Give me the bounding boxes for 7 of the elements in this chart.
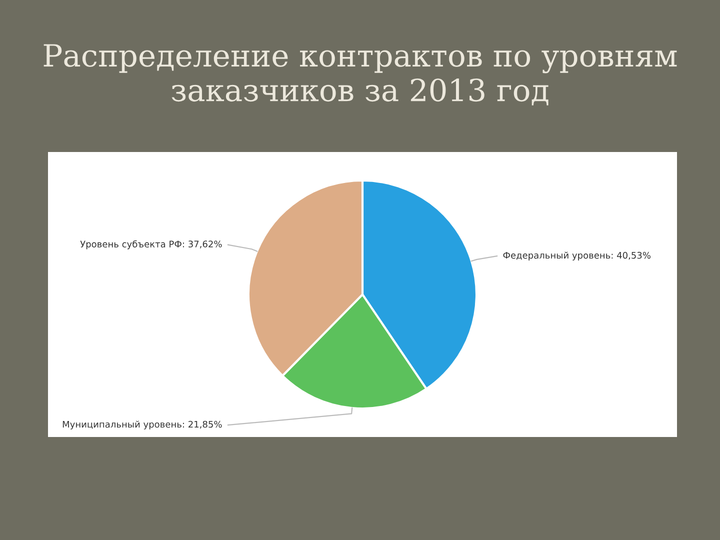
slice-label: Муниципальный уровень [62, 420, 182, 430]
data-label: : 21,85% [183, 420, 222, 429]
slice-label: Уровень субъекта РФ [80, 240, 182, 250]
data-label: : 40,53% [612, 252, 650, 260]
chart-title: Распределение контрактов по уровням заказчиков за 2013 год [44, 44, 677, 106]
data-label: : 37,62% [183, 240, 222, 248]
slice-label: Федеральный уровень [503, 252, 610, 260]
